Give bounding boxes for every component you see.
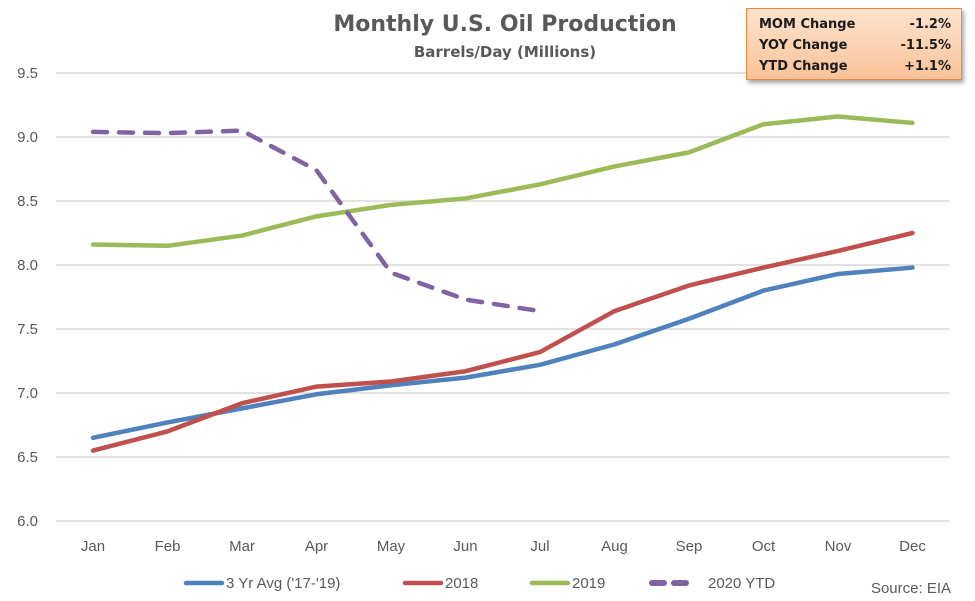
y-tick-label: 9.0 bbox=[17, 129, 38, 146]
x-tick-label: Jun bbox=[453, 538, 477, 555]
y-tick-label: 7.5 bbox=[17, 321, 38, 338]
x-axis: Jan Feb Mar Apr May Jun Jul Aug Sep Oct Nov Dec bbox=[81, 538, 926, 555]
stat-label: YTD Change bbox=[759, 59, 848, 74]
x-tick-label: May bbox=[377, 538, 406, 555]
stat-label: YOY Change bbox=[759, 38, 848, 53]
x-tick-label: Apr bbox=[305, 538, 328, 555]
legend-label: 2019 bbox=[572, 575, 605, 592]
x-tick-label: Nov bbox=[825, 538, 852, 555]
chart-title: Monthly U.S. Oil Production bbox=[333, 12, 676, 37]
legend: 3 Yr Avg ('17-'19) 2018 2019 2020 YTD bbox=[183, 575, 775, 592]
stat-value: +1.1% bbox=[904, 59, 951, 74]
stats-box: MOM Change -1.2% YOY Change -11.5% YTD C… bbox=[746, 8, 962, 80]
legend-label: 2020 YTD bbox=[708, 575, 775, 592]
x-tick-label: Sep bbox=[676, 538, 703, 555]
y-axis: 6.0 6.5 7.0 7.5 8.0 8.5 9.0 9.5 bbox=[17, 65, 38, 530]
y-tick-label: 7.0 bbox=[17, 385, 38, 402]
y-tick-label: 9.5 bbox=[17, 65, 38, 82]
source-note: Source: EIA bbox=[871, 580, 951, 597]
series-line-3 bbox=[90, 128, 543, 314]
series-lines bbox=[90, 114, 915, 453]
series-line-0 bbox=[90, 265, 915, 441]
y-tick-label: 6.5 bbox=[17, 449, 38, 466]
y-tick-label: 8.0 bbox=[17, 257, 38, 274]
x-tick-label: Oct bbox=[752, 538, 776, 555]
stat-row-mom: MOM Change -1.2% bbox=[759, 14, 951, 35]
gridlines bbox=[56, 72, 950, 522]
x-tick-label: Mar bbox=[229, 538, 255, 555]
y-tick-label: 6.0 bbox=[17, 513, 38, 530]
x-tick-label: Jan bbox=[81, 538, 105, 555]
stat-value: -11.5% bbox=[900, 38, 952, 53]
x-tick-label: Aug bbox=[601, 538, 628, 555]
stat-label: MOM Change bbox=[759, 17, 856, 32]
stat-value: -1.2% bbox=[909, 17, 951, 32]
x-tick-label: Dec bbox=[899, 538, 926, 555]
series-line-2 bbox=[90, 114, 915, 249]
legend-label: 3 Yr Avg ('17-'19) bbox=[226, 575, 340, 592]
x-tick-label: Feb bbox=[155, 538, 181, 555]
legend-label: 2018 bbox=[445, 575, 478, 592]
x-tick-label: Jul bbox=[530, 538, 549, 555]
y-tick-label: 8.5 bbox=[17, 193, 38, 210]
stat-row-yoy: YOY Change -11.5% bbox=[759, 35, 951, 56]
stat-row-ytd: YTD Change +1.1% bbox=[759, 56, 951, 77]
chart-subtitle: Barrels/Day (Millions) bbox=[414, 43, 596, 61]
series-line-1 bbox=[90, 230, 915, 453]
